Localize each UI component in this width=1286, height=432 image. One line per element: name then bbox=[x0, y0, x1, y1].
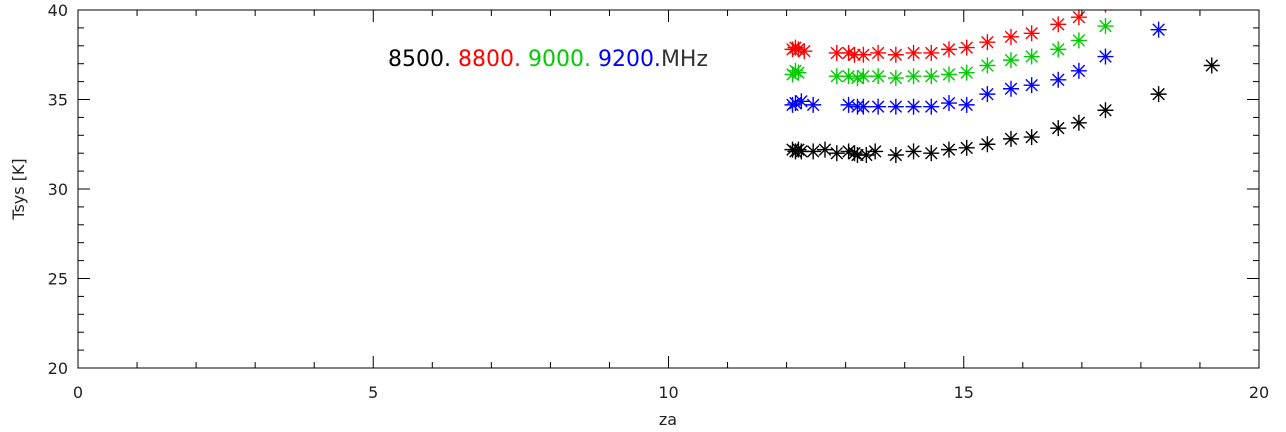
data-point bbox=[796, 43, 813, 60]
data-point bbox=[1097, 48, 1114, 65]
data-point bbox=[979, 136, 996, 153]
data-point bbox=[905, 98, 922, 115]
data-point bbox=[940, 141, 957, 158]
x-axis: 0 5 10 15 20 bbox=[73, 10, 1269, 402]
data-point bbox=[840, 96, 857, 113]
legend-entry: 9200. bbox=[591, 47, 661, 72]
y-tick-label: 25 bbox=[48, 270, 68, 289]
data-point bbox=[905, 44, 922, 61]
data-point bbox=[793, 93, 810, 110]
data-point bbox=[1070, 114, 1087, 131]
data-point bbox=[905, 143, 922, 160]
data-point bbox=[805, 96, 822, 113]
y-tick-label: 20 bbox=[48, 359, 68, 378]
data-point bbox=[828, 68, 845, 85]
data-point bbox=[979, 57, 996, 74]
data-point bbox=[940, 41, 957, 58]
data-point bbox=[958, 39, 975, 56]
data-point bbox=[790, 64, 807, 81]
data-markers bbox=[784, 10, 1220, 163]
data-point bbox=[1099, 10, 1112, 13]
data-point bbox=[849, 146, 866, 163]
data-point bbox=[1023, 129, 1040, 146]
data-point bbox=[1097, 102, 1114, 119]
data-point bbox=[958, 64, 975, 81]
data-point bbox=[1070, 10, 1087, 26]
data-point bbox=[805, 143, 822, 160]
data-point bbox=[867, 143, 884, 160]
data-point bbox=[1023, 25, 1040, 42]
data-point bbox=[923, 98, 940, 115]
x-tick-label: 15 bbox=[954, 383, 974, 402]
y-tick-label: 35 bbox=[48, 91, 68, 110]
y-tick-label: 30 bbox=[48, 180, 68, 199]
data-point bbox=[828, 145, 845, 162]
data-point bbox=[1050, 16, 1067, 33]
legend-entry: 8500. bbox=[388, 47, 451, 72]
data-point bbox=[816, 141, 833, 158]
x-tick-label: 0 bbox=[73, 383, 83, 402]
data-point bbox=[1023, 77, 1040, 94]
data-point bbox=[887, 146, 904, 163]
data-point bbox=[958, 139, 975, 156]
legend-entry: 8800. bbox=[451, 47, 521, 72]
data-point bbox=[1050, 41, 1067, 58]
data-point bbox=[855, 68, 872, 85]
data-point bbox=[1050, 71, 1067, 88]
data-point bbox=[887, 46, 904, 63]
data-point bbox=[1002, 28, 1019, 45]
legend-unit: MHz bbox=[661, 47, 708, 72]
data-point bbox=[1002, 130, 1019, 147]
data-point bbox=[905, 68, 922, 85]
y-axis: 20 25 30 35 40 bbox=[48, 1, 1259, 378]
data-point bbox=[1070, 32, 1087, 49]
data-point bbox=[1150, 86, 1167, 103]
data-point bbox=[1150, 21, 1167, 38]
data-point bbox=[958, 96, 975, 113]
data-point bbox=[887, 70, 904, 87]
data-point bbox=[979, 86, 996, 103]
data-point bbox=[923, 68, 940, 85]
data-point bbox=[828, 44, 845, 61]
data-point bbox=[1002, 80, 1019, 97]
data-point bbox=[1023, 48, 1040, 65]
x-tick-label: 5 bbox=[368, 383, 378, 402]
x-axis-title: za bbox=[659, 410, 677, 429]
x-tick-label: 20 bbox=[1249, 383, 1269, 402]
data-point bbox=[870, 98, 887, 115]
y-tick-label: 40 bbox=[48, 1, 68, 20]
x-tick-label: 10 bbox=[658, 383, 678, 402]
data-point bbox=[870, 68, 887, 85]
data-point bbox=[979, 34, 996, 51]
data-point bbox=[870, 44, 887, 61]
data-point bbox=[923, 145, 940, 162]
data-point bbox=[855, 98, 872, 115]
y-axis-title: Tsys [K] bbox=[9, 158, 28, 220]
data-point bbox=[1070, 62, 1087, 79]
legend-entry: 9000. bbox=[521, 47, 591, 72]
legend: 8500. 8800. 9000. 9200.MHz bbox=[388, 47, 708, 72]
data-point bbox=[1002, 52, 1019, 69]
data-point bbox=[1050, 120, 1067, 137]
data-point bbox=[1097, 18, 1114, 35]
data-point bbox=[887, 98, 904, 115]
data-point bbox=[940, 66, 957, 83]
data-point bbox=[940, 95, 957, 112]
data-point bbox=[855, 46, 872, 63]
data-point bbox=[1203, 57, 1220, 74]
data-point bbox=[923, 44, 940, 61]
